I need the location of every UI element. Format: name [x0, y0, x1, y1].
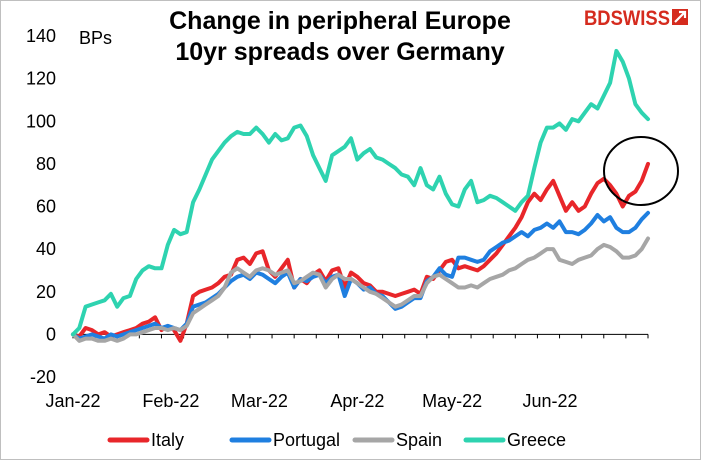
logo-mark-icon — [672, 9, 688, 25]
legend-label-greece: Greece — [507, 430, 566, 450]
x-tick-label: May-22 — [422, 391, 482, 411]
series-lines — [71, 48, 650, 343]
x-tick-label: Apr-22 — [330, 391, 384, 411]
x-axis: Jan-22 Feb-22 Mar-22 Apr-22 May-22 Jun-22 — [45, 333, 649, 411]
y-tick-label: 100 — [26, 111, 56, 131]
bdswiss-logo: BDSWISS — [584, 7, 688, 30]
y-tick-label: 40 — [36, 239, 56, 259]
y-tick-label: 140 — [26, 26, 56, 46]
y-tick-label: 120 — [26, 69, 56, 89]
x-tick-label: Jun-22 — [523, 391, 578, 411]
chart-title-line-2: 10yr spreads over Germany — [175, 38, 505, 66]
chart-title-line-1: Change in peripheral Europe — [169, 7, 511, 35]
series-line-italy — [71, 161, 650, 343]
y-tick-label: 0 — [46, 324, 56, 344]
y-axis-tick-labels: -20 0 20 40 60 80 100 120 140 — [26, 26, 56, 387]
series-line-portugal — [71, 210, 650, 341]
y-tick-label: -20 — [30, 367, 56, 387]
x-tick-label: Jan-22 — [45, 391, 100, 411]
legend-label-portugal: Portugal — [273, 430, 340, 450]
chart-title: Change in peripheral Europe 10yr spreads… — [95, 6, 585, 68]
series-line-spain — [71, 236, 650, 343]
logo-text: BDSWISS — [584, 7, 670, 30]
y-axis-label: BPs — [79, 28, 112, 48]
series-line-greece — [71, 48, 650, 337]
x-tick-label: Mar-22 — [231, 391, 288, 411]
x-tick-label: Feb-22 — [142, 391, 199, 411]
legend-label-italy: Italy — [151, 430, 184, 450]
y-tick-label: 20 — [36, 282, 56, 302]
highlight-circle — [603, 136, 679, 206]
legend-label-spain: Spain — [396, 430, 442, 450]
y-tick-label: 60 — [36, 197, 56, 217]
y-tick-label: 80 — [36, 154, 56, 174]
chart-legend: Italy Portugal Spain Greece — [107, 430, 566, 450]
